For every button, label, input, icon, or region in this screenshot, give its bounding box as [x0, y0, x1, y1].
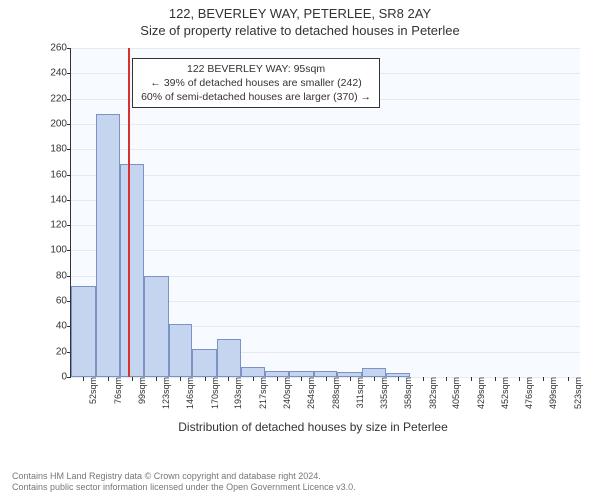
- x-tick-label: 193sqm: [231, 377, 243, 409]
- x-tick-mark: [495, 377, 496, 381]
- x-tick-mark: [543, 377, 544, 381]
- x-tick-label: 123sqm: [159, 377, 171, 409]
- x-tick-label: 288sqm: [329, 377, 341, 409]
- x-tick-label: 523sqm: [571, 377, 583, 409]
- y-tick-mark: [67, 149, 71, 150]
- x-tick-mark: [205, 377, 206, 381]
- histogram-bar: [144, 276, 169, 377]
- x-tick-label: 358sqm: [401, 377, 413, 409]
- histogram-bar: [96, 114, 121, 377]
- y-tick-mark: [67, 124, 71, 125]
- x-tick-label: 217sqm: [256, 377, 268, 409]
- footer-attribution: Contains HM Land Registry data © Crown c…: [12, 471, 356, 494]
- gridline: [71, 175, 580, 176]
- histogram-bar: [362, 368, 386, 377]
- footer-line: Contains public sector information licen…: [12, 482, 356, 494]
- annotation-line: 122 BEVERLEY WAY: 95sqm: [141, 62, 371, 76]
- gridline: [71, 225, 580, 226]
- histogram-chart: Number of detached properties 0204060801…: [40, 44, 586, 430]
- x-tick-mark: [277, 377, 278, 381]
- gridline: [71, 48, 580, 49]
- page-subtitle: Size of property relative to detached ho…: [0, 21, 600, 38]
- x-tick-mark: [374, 377, 375, 381]
- annotation-line: ← 39% of detached houses are smaller (24…: [141, 76, 371, 90]
- x-tick-mark: [350, 377, 351, 381]
- x-tick-label: 311sqm: [353, 377, 365, 408]
- y-tick-mark: [67, 99, 71, 100]
- y-tick-mark: [67, 73, 71, 74]
- y-tick-mark: [67, 200, 71, 201]
- histogram-bar: [71, 286, 96, 377]
- x-tick-label: 429sqm: [474, 377, 486, 409]
- histogram-bar: [192, 349, 217, 377]
- gridline: [71, 149, 580, 150]
- x-tick-mark: [398, 377, 399, 381]
- x-tick-mark: [83, 377, 84, 381]
- x-tick-label: 452sqm: [498, 377, 510, 409]
- x-tick-mark: [423, 377, 424, 381]
- x-tick-label: 382sqm: [426, 377, 438, 409]
- y-tick-mark: [67, 276, 71, 277]
- x-tick-label: 476sqm: [522, 377, 534, 409]
- x-tick-label: 405sqm: [449, 377, 461, 409]
- x-tick-label: 240sqm: [280, 377, 292, 409]
- annotation-box: 122 BEVERLEY WAY: 95sqm ← 39% of detache…: [132, 58, 380, 109]
- x-tick-label: 99sqm: [135, 377, 147, 404]
- x-tick-mark: [228, 377, 229, 381]
- x-tick-mark: [446, 377, 447, 381]
- x-tick-label: 499sqm: [546, 377, 558, 409]
- x-tick-mark: [180, 377, 181, 381]
- page-title: 122, BEVERLEY WAY, PETERLEE, SR8 2AY: [0, 0, 600, 21]
- x-tick-mark: [301, 377, 302, 381]
- x-tick-label: 335sqm: [377, 377, 389, 409]
- x-tick-mark: [156, 377, 157, 381]
- y-tick-mark: [67, 225, 71, 226]
- x-tick-mark: [132, 377, 133, 381]
- x-tick-label: 52sqm: [86, 377, 98, 404]
- plot-area: 02040608010012014016018020022024026052sq…: [70, 48, 580, 378]
- x-tick-label: 76sqm: [111, 377, 123, 404]
- x-tick-mark: [471, 377, 472, 381]
- annotation-line: 60% of semi-detached houses are larger (…: [141, 90, 371, 104]
- x-axis-label: Distribution of detached houses by size …: [40, 420, 586, 434]
- x-tick-mark: [519, 377, 520, 381]
- property-marker-line: [128, 48, 130, 377]
- x-tick-mark: [253, 377, 254, 381]
- x-tick-label: 146sqm: [183, 377, 195, 409]
- x-tick-mark: [326, 377, 327, 381]
- gridline: [71, 250, 580, 251]
- gridline: [71, 124, 580, 125]
- histogram-bar: [217, 339, 241, 377]
- gridline: [71, 200, 580, 201]
- y-tick-mark: [67, 250, 71, 251]
- x-tick-label: 264sqm: [304, 377, 316, 409]
- histogram-bar: [169, 324, 193, 377]
- y-tick-mark: [67, 48, 71, 49]
- x-tick-mark: [568, 377, 569, 381]
- y-tick-mark: [67, 175, 71, 176]
- x-tick-mark: [108, 377, 109, 381]
- y-tick-mark: [67, 377, 71, 378]
- histogram-bar: [120, 164, 144, 377]
- histogram-bar: [241, 367, 266, 377]
- x-tick-label: 170sqm: [208, 377, 220, 409]
- footer-line: Contains HM Land Registry data © Crown c…: [12, 471, 356, 483]
